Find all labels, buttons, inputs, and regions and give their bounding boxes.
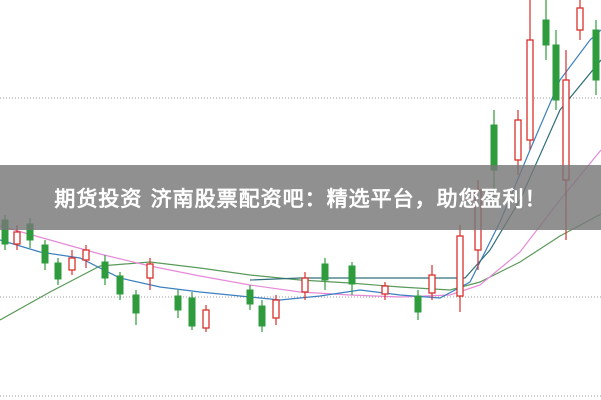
candle	[301, 272, 309, 300]
candle	[202, 305, 210, 332]
candle	[592, 20, 600, 95]
candle	[188, 292, 196, 330]
candle	[542, 0, 550, 60]
candle	[456, 225, 464, 312]
candle	[348, 262, 356, 295]
candle	[414, 290, 422, 320]
candle	[132, 290, 140, 325]
candle	[82, 245, 90, 268]
candle	[54, 258, 62, 285]
candle	[68, 250, 76, 275]
candle	[258, 300, 266, 332]
candle	[526, 0, 534, 150]
candle	[321, 258, 329, 290]
candle	[514, 110, 522, 175]
candle	[146, 258, 154, 290]
candle	[101, 255, 109, 285]
candle	[41, 240, 49, 270]
candle	[174, 290, 182, 318]
ma-line	[0, 29, 601, 301]
candle	[272, 295, 280, 325]
candle	[552, 30, 560, 110]
candle	[576, 0, 584, 40]
ma-line	[0, 149, 601, 298]
candle	[428, 265, 436, 300]
candle	[246, 285, 254, 310]
candle	[381, 282, 389, 300]
banner: 期货投资 济南股票配资吧：精选平台，助您盈利！	[0, 165, 601, 230]
candle	[116, 272, 124, 300]
banner-title: 期货投资 济南股票配资吧：精选平台，助您盈利！	[54, 186, 547, 211]
